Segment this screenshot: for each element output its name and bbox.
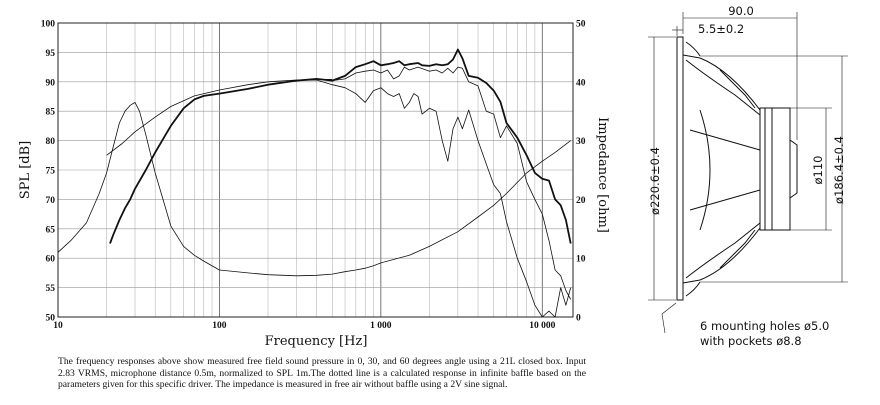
spider-bottom xyxy=(719,229,756,269)
y-tick-label-right: 0 xyxy=(576,314,581,324)
x-axis-label: Frequency [Hz] xyxy=(265,334,368,349)
y-tick-label-right: 40 xyxy=(576,78,586,88)
x-tick-label: 1 000 xyxy=(370,321,392,331)
y-axis-label-right: Impedance [ohm] xyxy=(595,117,610,233)
y-tick-label-left: 65 xyxy=(46,225,56,235)
cone-bottom xyxy=(685,222,761,279)
y-axis-label-left: SPL [dB] xyxy=(18,141,33,199)
y-tick-label-right: 20 xyxy=(576,196,586,206)
dim-baffle-label: ø186.4±0.4 xyxy=(832,136,846,204)
y-tick-label-left: 70 xyxy=(46,196,56,206)
pole-cap xyxy=(789,139,798,199)
y-tick-label-left: 60 xyxy=(46,255,56,265)
dim-outer-label: ø220.6±0.4 xyxy=(648,147,662,215)
basket-bottom xyxy=(682,227,761,284)
y-tick-label-left: 55 xyxy=(46,284,56,294)
series-line-spl_60deg xyxy=(219,79,572,318)
frame-arm-2 xyxy=(689,189,761,211)
y-tick-label-left: 50 xyxy=(46,314,56,324)
x-tick-label: 10 xyxy=(53,321,63,331)
surround-bottom xyxy=(685,281,701,297)
y-tick-label-left: 80 xyxy=(46,137,56,147)
tick-labels: 10 100 1 000 10 000 50 55 60 65 70 75 80 85 90 95 100 0… xyxy=(41,20,586,332)
plot-frame xyxy=(57,22,574,318)
chart-series xyxy=(57,48,572,318)
basket-ring xyxy=(699,109,711,231)
frame-arm-1 xyxy=(689,129,761,151)
y-tick-label-left: 95 xyxy=(46,49,56,59)
dim-magnet-label: ø110 xyxy=(811,156,825,185)
mounting-pockets-label: with pockets ø8.8 xyxy=(700,334,802,348)
series-line-impedance xyxy=(57,102,571,277)
frame-flange xyxy=(676,36,684,301)
dimension-lines xyxy=(648,12,848,334)
y-tick-label-right: 10 xyxy=(576,255,586,265)
driver-outline xyxy=(676,36,798,301)
mounting-holes-label: 6 mounting holes ø5.0 xyxy=(700,319,829,333)
basket-top xyxy=(682,54,761,111)
holes-leader xyxy=(661,313,666,334)
series-line-spl_0deg xyxy=(109,48,572,244)
y-tick-label-left: 90 xyxy=(46,78,56,88)
spider-top xyxy=(719,69,756,109)
y-tick-label-left: 100 xyxy=(41,20,56,30)
dim-flange-label: 5.5±0.2 xyxy=(698,22,744,36)
y-tick-label-left: 85 xyxy=(46,108,56,118)
y-tick-label-right: 30 xyxy=(576,137,586,147)
dim-depth-label: 90.0 xyxy=(728,4,754,18)
x-tick-label: 10 000 xyxy=(529,321,555,331)
caption-text: The frequency responses above show measu… xyxy=(58,356,586,390)
series-line-spl_infinite_baffle xyxy=(106,79,333,156)
surround-top xyxy=(685,41,701,57)
x-tick-label: 100 xyxy=(212,321,227,331)
driver-dimension-drawing: 90.0 5.5±0.2 ø220.6±0.4 ø110 ø186.4±0.4 … xyxy=(648,4,848,348)
cone-top xyxy=(685,59,761,116)
frequency-response-chart: 10 100 1 000 10 000 50 55 60 65 70 75 80 85 90 95 100 0… xyxy=(18,20,610,350)
y-tick-label-right: 50 xyxy=(576,20,586,30)
series-line-spl_30deg xyxy=(219,66,572,300)
y-tick-label-left: 75 xyxy=(46,167,56,177)
holes-leader-2 xyxy=(661,302,677,315)
chart-caption: The frequency responses above show measu… xyxy=(58,356,586,391)
chart-grid xyxy=(57,22,573,318)
